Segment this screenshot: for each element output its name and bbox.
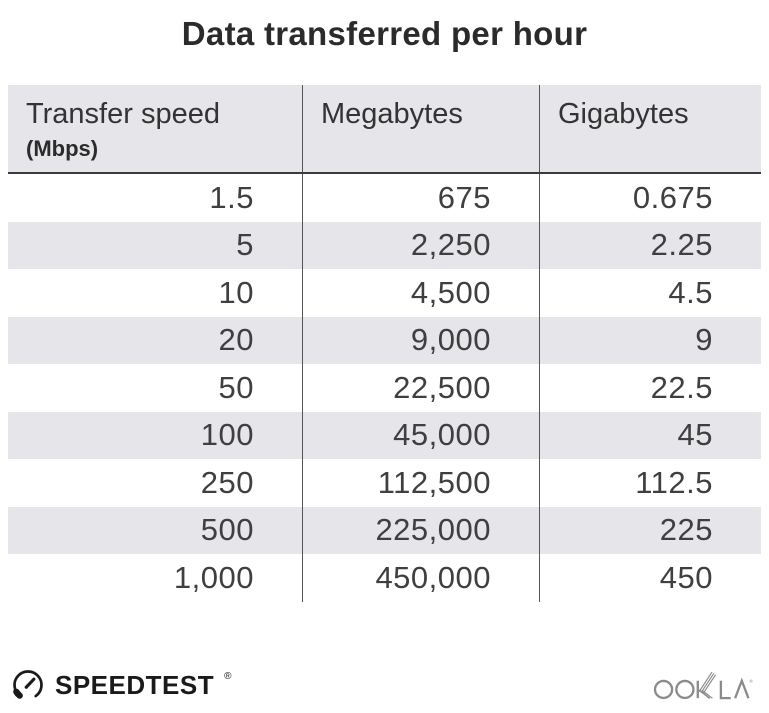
ookla-logo: ® xyxy=(648,669,760,701)
table-cell: 675 xyxy=(302,174,539,222)
table-cell: 112,500 xyxy=(302,459,539,507)
table-cell: 112.5 xyxy=(539,459,761,507)
table-cell: 10 xyxy=(218,274,254,310)
table-cell: 450 xyxy=(539,554,761,602)
registered-trademark: ® xyxy=(749,678,753,685)
table-cell: 2,250 xyxy=(302,221,539,269)
table-row: 1.5 675 0.675 xyxy=(8,174,761,222)
speedtest-logo: SPEEDTEST ® xyxy=(10,667,232,703)
header-sublabel-mbps: (Mbps) xyxy=(26,136,99,162)
table-row: 5 2,250 2.25 xyxy=(8,221,761,269)
page-title: Data transferred per hour xyxy=(181,15,588,52)
table-cell: 45 xyxy=(539,411,761,459)
table-cell: 2.25 xyxy=(539,221,761,269)
table-cell: 500 xyxy=(200,512,254,548)
table-cell: 9 xyxy=(539,316,761,364)
table-row: 1,000 450,000 450 xyxy=(8,554,761,602)
table-cell: 9,000 xyxy=(302,316,539,364)
table-cell: 225 xyxy=(539,506,761,554)
table-row: 500 225,000 225 xyxy=(8,506,761,554)
table-cell: 22.5 xyxy=(539,364,761,412)
table-cell: 450,000 xyxy=(302,554,539,602)
table-cell: 4,500 xyxy=(302,269,539,317)
header-cell-megabytes: Megabytes xyxy=(302,85,539,172)
header-cell-transfer-speed: Transfer speed (Mbps) xyxy=(8,85,302,172)
table-cell: 1,000 xyxy=(173,559,254,595)
footer: SPEEDTEST ® ® xyxy=(10,662,760,708)
table-row: 50 22,500 22.5 xyxy=(8,364,761,412)
header-label: Transfer speed xyxy=(26,98,220,130)
table-cell: 4.5 xyxy=(539,269,761,317)
table-row: 250 112,500 112.5 xyxy=(8,459,761,507)
ookla-wordmark-icon: ® xyxy=(653,671,753,700)
speedtest-wordmark: SPEEDTEST xyxy=(55,669,215,700)
table-cell: 45,000 xyxy=(302,411,539,459)
table-cell: 50 xyxy=(218,369,254,405)
table-cell: 0.675 xyxy=(539,174,761,222)
table-cell: 20 xyxy=(218,322,254,358)
table-cell: 22,500 xyxy=(302,364,539,412)
table-row: 20 9,000 9 xyxy=(8,316,761,364)
table-row: 100 45,000 45 xyxy=(8,411,761,459)
table-cell: 100 xyxy=(200,417,254,453)
table-cell: 1.5 xyxy=(209,179,254,215)
table-cell: 225,000 xyxy=(302,506,539,554)
table-cell: 5 xyxy=(236,227,254,263)
registered-trademark: ® xyxy=(224,670,232,682)
header-cell-gigabytes: Gigabytes xyxy=(539,85,761,172)
speedometer-icon xyxy=(13,670,43,699)
table-cell: 250 xyxy=(200,464,254,500)
header-label: Gigabytes xyxy=(558,98,689,130)
table-body: 1.5 675 0.675 5 2,250 2.25 10 4,500 4.5 20 9,000 9 5… xyxy=(8,174,761,602)
table-row: 10 4,500 4.5 xyxy=(8,269,761,317)
table-header-row: Transfer speed (Mbps) Megabytes Gigabyte… xyxy=(8,85,761,174)
header-label: Megabytes xyxy=(321,98,463,130)
data-table: Transfer speed (Mbps) Megabytes Gigabyte… xyxy=(8,85,761,602)
